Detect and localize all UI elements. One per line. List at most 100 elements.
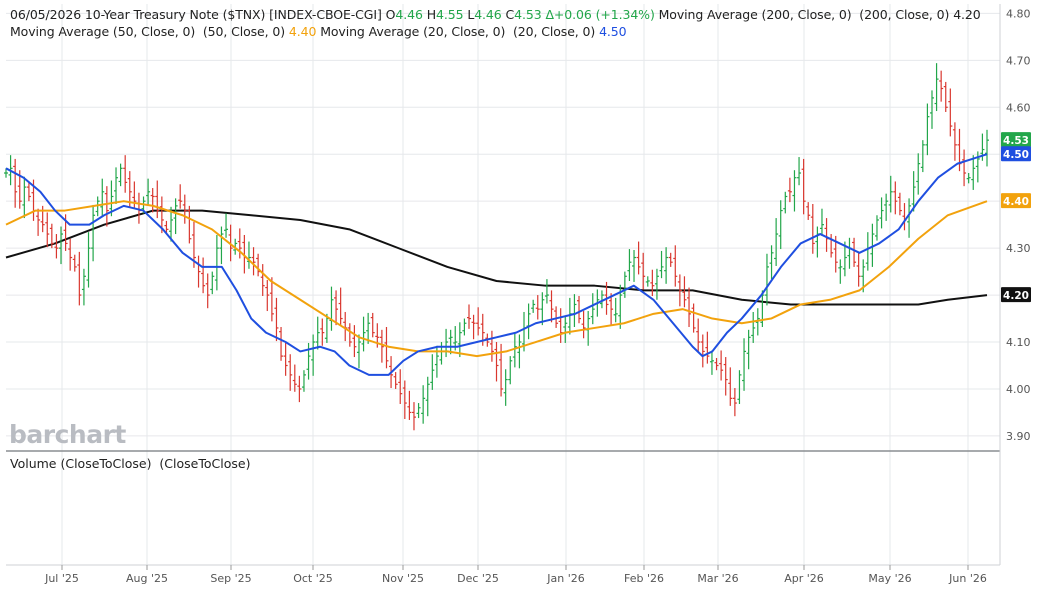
ohlc-bar bbox=[590, 293, 595, 325]
ohlc-bar bbox=[251, 247, 256, 276]
ohlc-bar bbox=[155, 180, 160, 219]
ma50-legend-value: 4.40 bbox=[288, 24, 317, 39]
x-tick-label: Sep '25 bbox=[210, 572, 251, 585]
ohlc-bar bbox=[402, 380, 407, 420]
ohlc-bar bbox=[503, 369, 508, 406]
x-tick-label: Jan '26 bbox=[546, 572, 584, 585]
y-tick-label: 4.60 bbox=[1006, 101, 1031, 114]
ohlc-bar bbox=[13, 158, 18, 208]
ohlc-bar bbox=[563, 315, 568, 343]
ohlc-bar bbox=[897, 192, 902, 216]
ohlc-bar bbox=[210, 271, 215, 295]
ohlc-bar bbox=[114, 167, 119, 204]
ohlc-bar bbox=[196, 255, 201, 288]
ohlc-bar bbox=[77, 251, 82, 306]
ma200-legend-value: 4.20 bbox=[953, 7, 981, 22]
ohlc-bar bbox=[334, 290, 339, 326]
ohlc-bar bbox=[544, 279, 549, 304]
price-badge-bg bbox=[1001, 146, 1031, 162]
ohlc-bar bbox=[696, 318, 701, 353]
ohlc-bar bbox=[489, 330, 494, 362]
ohlc-bar bbox=[957, 128, 962, 172]
ohlc-bar bbox=[393, 372, 398, 389]
ohlc-bar bbox=[320, 318, 325, 346]
ohlc-bar bbox=[219, 226, 224, 265]
ohlc-bar bbox=[517, 334, 522, 369]
ohlc-bar bbox=[952, 122, 957, 161]
ohlc-bar bbox=[301, 370, 306, 392]
ohlc-bar bbox=[22, 176, 27, 219]
x-tick-label: Apr '26 bbox=[784, 572, 824, 585]
barchart-watermark: barchart bbox=[9, 420, 126, 449]
ohlc-bar bbox=[654, 268, 659, 300]
ohlc-bar bbox=[118, 163, 123, 187]
ma20-legend-value: 4.50 bbox=[599, 24, 627, 39]
ohlc-bar bbox=[540, 292, 545, 326]
ohlc-bar bbox=[347, 323, 352, 347]
ohlc-bar bbox=[971, 155, 976, 190]
ohlc-bar bbox=[627, 249, 632, 281]
high-value: 4.55 bbox=[436, 7, 464, 22]
price-badge: 4.40 bbox=[1001, 193, 1031, 209]
ohlc-bar bbox=[925, 103, 930, 156]
ohlc-bar bbox=[641, 252, 646, 290]
ohlc-bar bbox=[801, 158, 806, 215]
ohlc-bar bbox=[68, 238, 73, 271]
ohlc-bar bbox=[797, 157, 802, 186]
ohlc-bar bbox=[650, 269, 655, 297]
ohlc-bar bbox=[682, 276, 687, 308]
ohlc-bar bbox=[274, 297, 279, 342]
ohlc-bar bbox=[939, 70, 944, 102]
ohlc-bar bbox=[810, 203, 815, 254]
ohlc-bar bbox=[668, 252, 673, 267]
ohlc-bar bbox=[746, 329, 751, 370]
ohlc-bar bbox=[457, 322, 462, 358]
ohlc-bar bbox=[613, 297, 618, 323]
ohlc-bar bbox=[338, 287, 343, 327]
price-badge-label: 4.53 bbox=[1003, 135, 1029, 147]
ohlc-bar bbox=[911, 171, 916, 212]
ohlc-bar bbox=[471, 314, 476, 340]
ohlc-bar bbox=[104, 186, 109, 227]
ohlc-bar bbox=[187, 205, 192, 244]
ohlc-bar bbox=[237, 228, 242, 259]
ohlc-bar bbox=[379, 329, 384, 363]
x-tick-label: Jul '25 bbox=[44, 572, 79, 585]
ma200-path bbox=[5, 209, 988, 306]
ohlc-bar bbox=[948, 88, 953, 137]
ohlc-bar bbox=[86, 232, 91, 288]
ohlc-bar bbox=[728, 367, 733, 406]
ohlc-bar bbox=[636, 241, 641, 275]
ohlc-bar bbox=[311, 334, 316, 376]
ma20-path bbox=[5, 153, 988, 376]
ohlc-bar bbox=[352, 325, 357, 358]
ohlc-bar bbox=[109, 180, 114, 217]
ohlc-bar bbox=[146, 178, 151, 206]
ohlc-bar bbox=[870, 223, 875, 267]
ohlc-bar bbox=[962, 149, 967, 187]
ohlc-bar bbox=[36, 208, 41, 236]
ohlc-bar bbox=[448, 329, 453, 355]
ohlc-bar bbox=[920, 140, 925, 173]
ohlc-bar bbox=[554, 306, 559, 328]
ohlc-bar bbox=[512, 333, 517, 368]
price-badge-bg bbox=[1001, 193, 1031, 209]
ohlc-bar bbox=[769, 245, 774, 280]
ohlc-bar bbox=[774, 218, 779, 266]
ohlc-bar bbox=[705, 331, 710, 364]
ohlc-bar bbox=[416, 403, 421, 419]
ohlc-bar bbox=[59, 226, 64, 265]
ohlc-bar bbox=[72, 254, 77, 272]
x-tick-label: Dec '25 bbox=[457, 572, 499, 585]
ohlc-bar bbox=[260, 264, 265, 297]
ohlc-bar bbox=[292, 364, 297, 392]
ohlc-bar bbox=[384, 326, 389, 369]
ohlc-bar bbox=[742, 338, 747, 391]
ohlc-bar bbox=[916, 153, 921, 195]
ma50-line bbox=[5, 200, 988, 358]
ohlc-bar bbox=[824, 218, 829, 252]
price-badge-bg bbox=[1001, 132, 1031, 148]
ohlc-bar bbox=[737, 370, 742, 404]
ohlc-bar bbox=[879, 197, 884, 229]
